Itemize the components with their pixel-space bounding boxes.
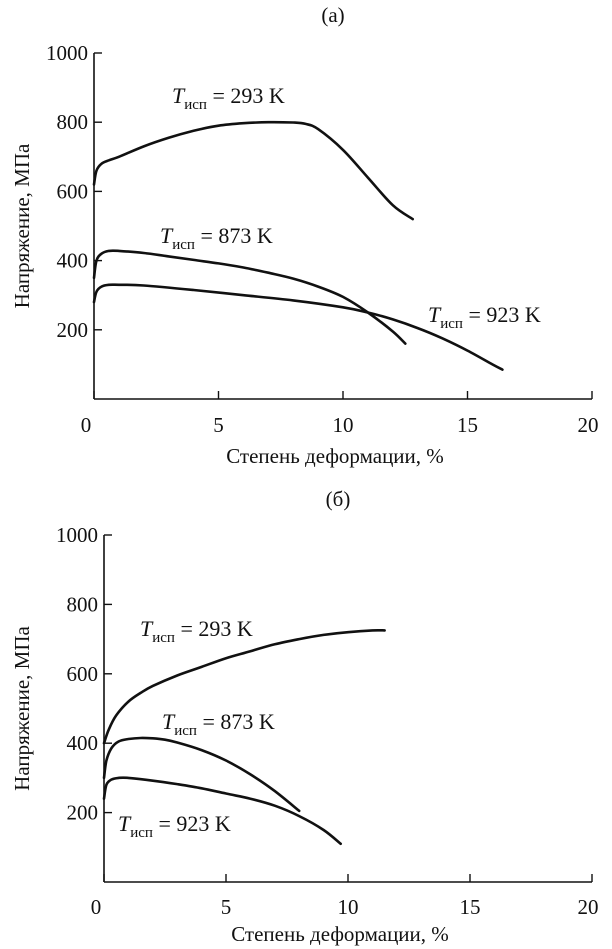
ticks: 200 400 600 800 1000 0 5 10 15 20 [46, 41, 599, 437]
series-label-2: Tисп = 873 K [162, 709, 275, 739]
series-line-3 [102, 776, 342, 846]
chart-panel-a: (а) Напряжение, МПа Степень деформации, … [10, 3, 599, 468]
series-line-2 [102, 736, 301, 813]
x-tick-label: 10 [333, 413, 354, 437]
y-axis-label: Напряжение, МПа [10, 143, 34, 308]
x-tick-label: 0 [81, 413, 92, 437]
series-line-1 [102, 628, 386, 745]
series-label-3: Tисп = 923 K [428, 302, 541, 332]
x-tick-label: 20 [578, 895, 599, 919]
series-line-1 [92, 120, 414, 221]
series-line-3 [92, 283, 504, 371]
x-tick-label: 10 [338, 895, 359, 919]
y-tick-label: 200 [57, 318, 89, 342]
y-tick-label: 1000 [56, 523, 98, 547]
x-axis-label: Степень деформации, % [226, 444, 444, 468]
series-label-1: Tисп = 293 K [140, 616, 253, 646]
panel-title: (а) [321, 3, 344, 27]
x-tick-label: 15 [457, 413, 478, 437]
y-tick-label: 1000 [46, 41, 88, 65]
y-axis-label: Напряжение, МПа [10, 626, 34, 791]
series-label-1: Tисп = 293 K [172, 83, 285, 113]
x-tick-label: 15 [460, 895, 481, 919]
y-tick-label: 600 [67, 662, 99, 686]
series-group [102, 628, 386, 846]
y-tick-label: 800 [67, 592, 99, 616]
y-tick-label: 400 [57, 249, 89, 273]
series-label-3: Tисп = 923 K [118, 811, 231, 841]
series-line-2 [92, 249, 407, 345]
y-tick-label: 400 [67, 731, 99, 755]
y-tick-label: 200 [67, 801, 99, 825]
panel-title: (б) [326, 487, 351, 511]
y-tick-label: 800 [57, 110, 89, 134]
x-tick-label: 0 [91, 895, 102, 919]
y-tick-label: 600 [57, 179, 89, 203]
x-tick-label: 20 [578, 413, 599, 437]
series-group [92, 120, 504, 371]
series-labels: Tисп = 293 K Tисп = 873 K Tисп = 923 K [118, 616, 275, 841]
x-axis-label: Степень деформации, % [231, 922, 449, 946]
series-label-2: Tисп = 873 K [160, 223, 273, 253]
x-tick-label: 5 [213, 413, 224, 437]
ticks: 200 400 600 800 1000 0 5 10 15 20 [56, 523, 599, 919]
x-tick-label: 5 [221, 895, 232, 919]
chart-panel-b: (б) Напряжение, МПа Степень деформации, … [10, 487, 599, 946]
series-labels: Tисп = 293 K Tисп = 873 K Tисп = 923 K [160, 83, 541, 332]
